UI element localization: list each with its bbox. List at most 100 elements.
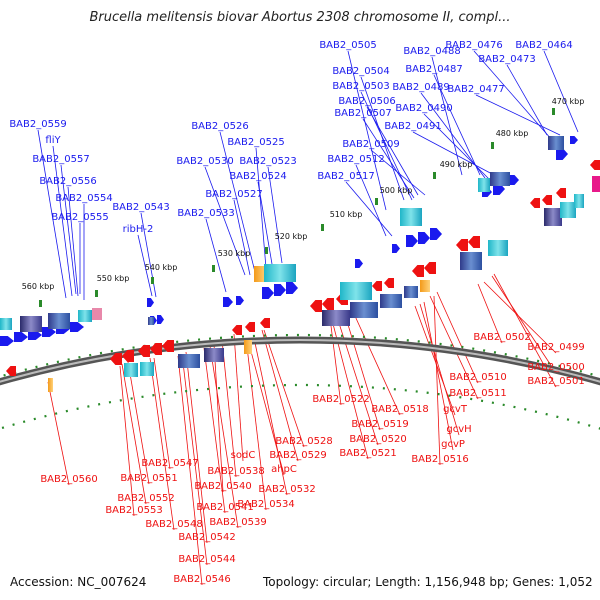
gene-arrow [372, 281, 382, 291]
backbone-and-scale: 470 kbp 480 kbp 490 kbp 500 kbp 510 kbp 520 k… [0, 97, 600, 430]
gene-arrow [418, 232, 430, 244]
gene-box [340, 282, 372, 300]
gene-label: BAB2_0559 [9, 119, 66, 130]
kbp-label: 490 kbp [440, 160, 473, 169]
connector-line [475, 94, 561, 136]
gene-label: BAB2_0490 [395, 103, 452, 114]
scale-tick [375, 198, 378, 205]
connector-line [477, 283, 503, 344]
connector-line [436, 291, 479, 384]
connector-line [205, 218, 227, 293]
connector-line [52, 145, 73, 297]
gene-label: BAB2_0509 [342, 139, 399, 150]
gene-label: BAB2_0555 [51, 212, 108, 223]
connector-line [257, 181, 273, 265]
kbp-label: 520 kbp [275, 232, 308, 241]
gene-arrow [147, 298, 154, 307]
topology-summary-text: Topology: circular; Length: 1,156,948 bp… [263, 575, 593, 589]
gene-label: BAB2_0510 [449, 372, 506, 383]
gene-label: BAB2_0524 [229, 171, 286, 182]
scale-tick [39, 300, 42, 307]
gene-arrow [412, 265, 424, 277]
gene-arrow [14, 332, 28, 342]
gene-box [78, 310, 92, 322]
gene-box [204, 348, 224, 362]
gene-label: BAB2_0556 [39, 176, 96, 187]
gene-box [20, 316, 42, 332]
gene-label: BAB2_0500 [527, 362, 584, 373]
gene-label: BAB2_0506 [338, 96, 395, 107]
gene-label: BAB2_0553 [105, 505, 162, 516]
connector-line [203, 347, 226, 514]
gene-box [460, 252, 482, 270]
gene-box [140, 362, 154, 376]
connector-line [414, 305, 456, 416]
gene-arrow [6, 366, 16, 376]
connector-line [127, 361, 150, 485]
connector-line [37, 129, 67, 299]
gene-arrow [42, 327, 56, 337]
kbp-label: 500 kbp [380, 186, 413, 195]
gene-label: BAB2_0516 [411, 454, 468, 465]
gene-box [592, 176, 600, 192]
gene-label: BAB2_0544 [178, 554, 235, 565]
accession-text: Accession: NC_007624 [10, 575, 147, 589]
gene-box [404, 286, 418, 298]
map-title: Brucella melitensis biovar Abortus 2308 … [89, 10, 511, 25]
gene-label: BAB2_0521 [339, 448, 396, 459]
connector-line [245, 337, 267, 511]
connector-line [423, 301, 454, 451]
gene-label: BAB2_0518 [371, 404, 428, 415]
kbp-label: 480 kbp [496, 129, 529, 138]
gene-arrow [355, 259, 363, 268]
gene-label: BAB2_0488 [403, 46, 460, 57]
gene-label: BAB2_0491 [384, 121, 441, 132]
gene-box [178, 354, 200, 368]
connector-line [213, 343, 224, 493]
kbp-label: 510 kbp [330, 210, 363, 219]
gene-label: BAB2_0529 [269, 450, 326, 461]
gene-box [350, 302, 378, 318]
gene-label: BAB2_0473 [478, 54, 535, 65]
gene-label: BAB2_0511 [449, 388, 506, 399]
gene-arrow [122, 350, 134, 362]
gene-label: BAB2_0476 [445, 40, 502, 51]
gene-box [574, 194, 584, 208]
gene-label: BAB2_0551 [120, 473, 177, 484]
gene-arrow [138, 345, 150, 357]
gene-box [322, 310, 350, 326]
gene-label: BAB2_0502 [473, 332, 530, 343]
gene-label: BAB2_0560 [40, 474, 97, 485]
gene-arrow [150, 343, 162, 355]
connector-line [483, 281, 557, 354]
gene-arrow [245, 322, 255, 332]
gene-arrow [262, 287, 274, 299]
gene-arrow [392, 244, 400, 253]
connector-line [209, 345, 239, 529]
gene-label: BAB2_0499 [527, 342, 584, 353]
gene-label: BAB2_0530 [176, 156, 233, 167]
gene-box [560, 202, 576, 218]
gene-label: BAB2_0527 [205, 189, 262, 200]
gene-label: BAB2_0541 [196, 502, 253, 513]
gene-label: BAB2_0532 [258, 484, 315, 495]
gene-arrow [28, 330, 42, 340]
connector-line [543, 50, 579, 133]
gene-arrow [223, 297, 233, 307]
gene-arrow [157, 315, 164, 324]
connector-line [347, 50, 387, 211]
gene-arrow [468, 236, 480, 248]
connector-line [345, 181, 393, 237]
gene-arrow [530, 198, 540, 208]
connector-line [253, 337, 288, 496]
connector-line [221, 339, 237, 478]
connector-line [121, 363, 147, 505]
gene-box [400, 208, 422, 226]
gene-arrow [286, 282, 298, 294]
gene-label: BAB2_0489 [392, 82, 449, 93]
connector-line [506, 64, 548, 136]
connector-line [255, 147, 267, 269]
gene-label: BAB2_0540 [194, 481, 251, 492]
gene-label: BAB2_0525 [227, 137, 284, 148]
